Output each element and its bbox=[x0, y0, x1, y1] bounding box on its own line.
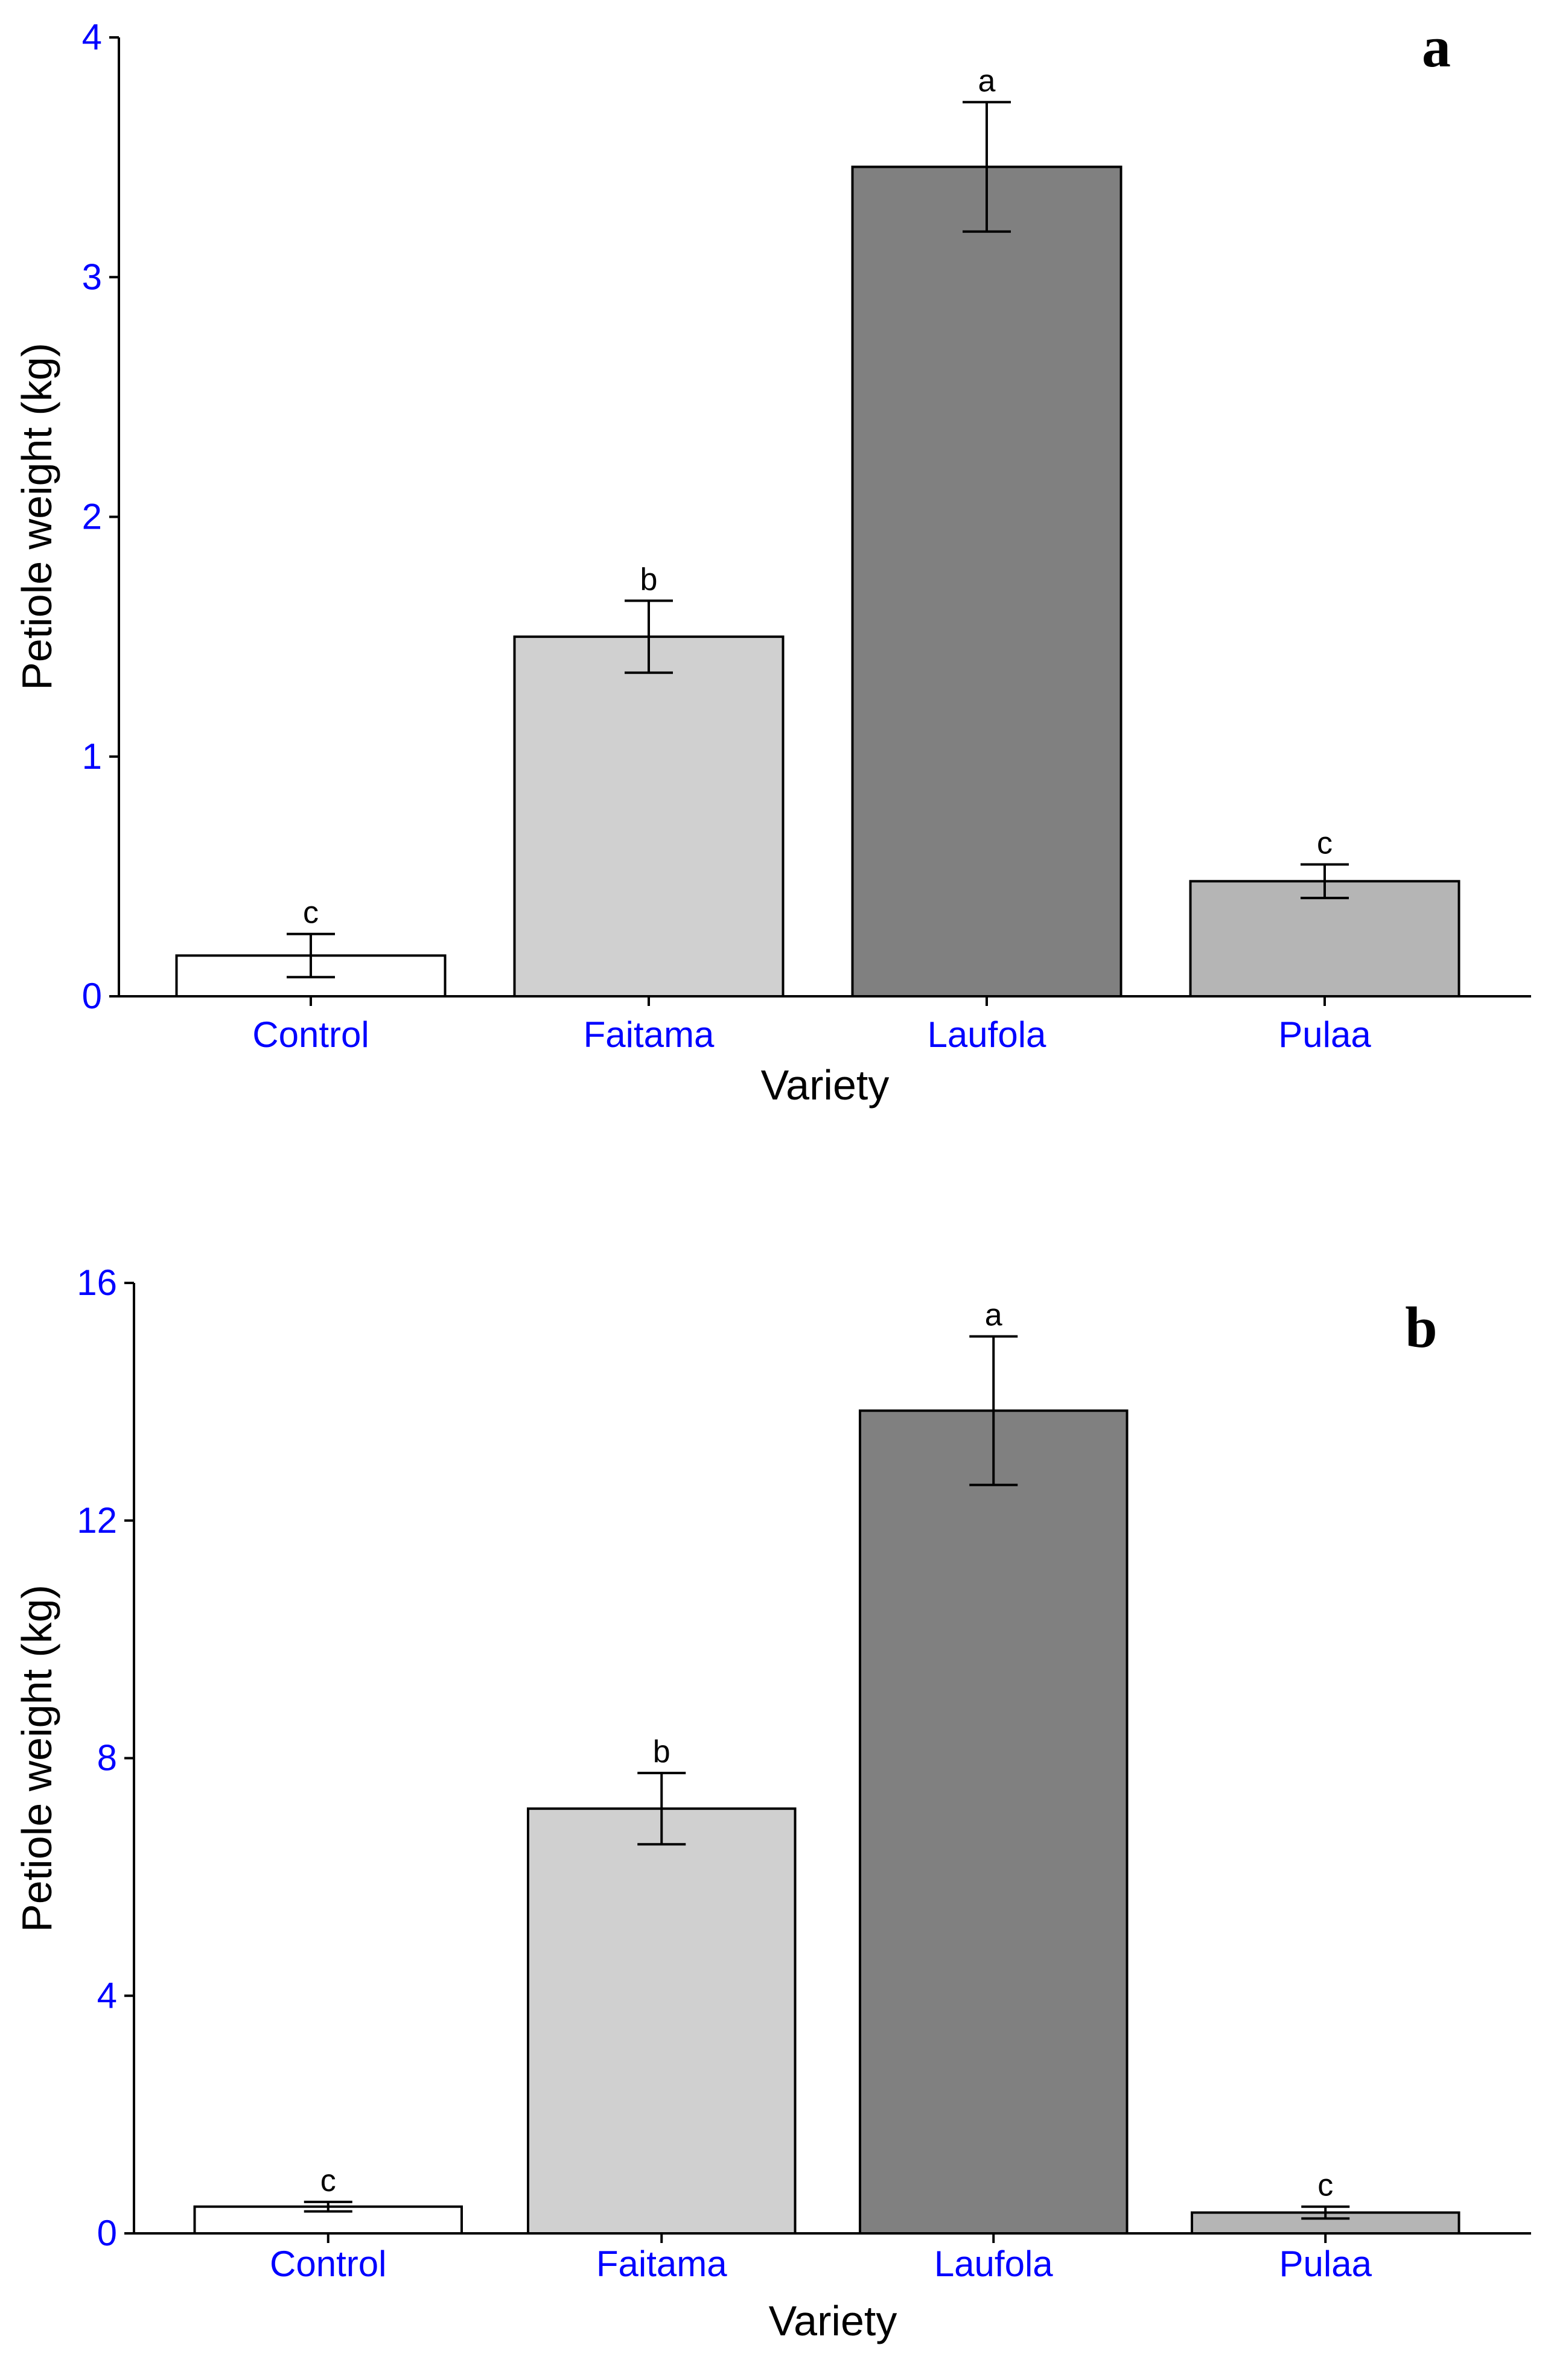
significance-label: b bbox=[640, 562, 658, 597]
significance-label: c bbox=[320, 2163, 336, 2198]
x-tick-label: Control bbox=[252, 1014, 369, 1055]
panel-label: a bbox=[1422, 14, 1451, 79]
y-tick-label: 0 bbox=[97, 2213, 117, 2253]
y-tick-label: 1 bbox=[82, 736, 102, 777]
significance-label: c bbox=[303, 896, 319, 931]
x-tick-label: Laufola bbox=[928, 1014, 1046, 1055]
y-tick-label: 0 bbox=[82, 976, 102, 1016]
y-tick-label: 2 bbox=[82, 497, 102, 537]
x-axis-title: Variety bbox=[769, 2297, 897, 2344]
y-tick-label: 3 bbox=[82, 256, 102, 297]
x-tick-label: Pulaa bbox=[1279, 2244, 1372, 2284]
significance-label: c bbox=[1317, 826, 1333, 861]
bar-faitama bbox=[527, 1807, 797, 2235]
significance-label: c bbox=[1317, 2168, 1333, 2203]
chart-panel-a: 0 1 2 3 4 c b a c Control Faitama Laufola Pulaa Va… bbox=[13, 14, 1531, 1109]
x-ticks: Control Faitama Laufola Pulaa bbox=[252, 996, 1371, 1055]
y-ticks: 0 4 8 12 16 bbox=[77, 1262, 134, 2253]
x-axis-title: Variety bbox=[761, 1061, 890, 1109]
bars: c b a c bbox=[175, 63, 1460, 998]
x-tick-label: Faitama bbox=[584, 1014, 715, 1055]
bar-laufola bbox=[859, 1409, 1129, 2235]
x-tick-label: Control bbox=[270, 2244, 386, 2284]
y-ticks: 0 1 2 3 4 bbox=[82, 17, 119, 1016]
y-tick-label: 12 bbox=[77, 1500, 117, 1541]
significance-label: b bbox=[653, 1734, 670, 1769]
x-tick-label: Faitama bbox=[596, 2244, 727, 2284]
bar-laufola bbox=[851, 165, 1123, 998]
y-tick-label: 8 bbox=[97, 1738, 117, 1778]
y-tick-label: 16 bbox=[77, 1262, 117, 1303]
x-tick-label: Pulaa bbox=[1278, 1014, 1371, 1055]
bar-faitama bbox=[513, 635, 785, 998]
panel-label: b bbox=[1405, 1295, 1437, 1360]
x-ticks: Control Faitama Laufola Pulaa bbox=[270, 2233, 1372, 2284]
x-tick-label: Laufola bbox=[934, 2244, 1053, 2284]
significance-label: a bbox=[978, 63, 996, 98]
y-tick-label: 4 bbox=[82, 17, 102, 57]
bars: c b a c bbox=[193, 1298, 1460, 2235]
y-tick-label: 4 bbox=[97, 1975, 117, 2016]
y-axis-title: Petiole weight (kg) bbox=[13, 343, 60, 690]
significance-label: a bbox=[985, 1298, 1002, 1333]
y-axis-title: Petiole weight (kg) bbox=[13, 1585, 60, 1932]
